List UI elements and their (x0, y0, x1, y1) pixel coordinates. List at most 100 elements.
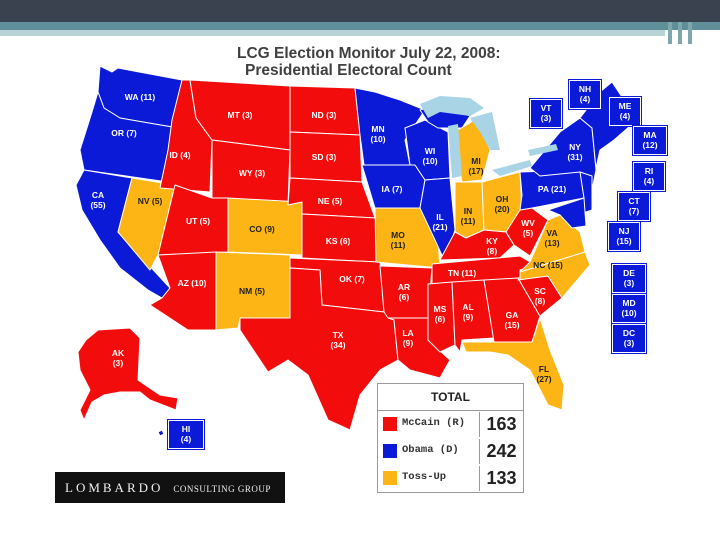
label-wa: WA (11) (125, 92, 156, 102)
legend-swatch-tossup (383, 471, 397, 485)
total-value-mccain: 163 (479, 412, 523, 437)
slide-accent-band (0, 22, 720, 30)
label-ak: AK (3) (112, 348, 125, 368)
callout-md: MD (10) (612, 294, 646, 323)
totals-row-obama: Obama (D) 242 (378, 438, 523, 464)
label-ny: NY (31) (567, 142, 582, 162)
great-lakes (420, 96, 558, 178)
label-va: VA (13) (544, 228, 559, 248)
callout-text: (10) (621, 308, 637, 318)
logo-main-text: LOMBARDO (65, 480, 164, 495)
callout-text: CT (628, 196, 640, 206)
label-oh: OH (20) (494, 194, 509, 214)
callout-vt: VT (3) (530, 99, 562, 128)
label-ky: KY (8) (486, 236, 498, 256)
callout-dc: DC (3) (612, 324, 646, 353)
label-ks: KS (6) (326, 236, 351, 246)
label-mi: MI (17) (468, 156, 483, 176)
callout-nj: NJ (15) (608, 222, 640, 251)
callout-text: (4) (180, 434, 192, 444)
legend-label-obama: Obama (D) (402, 444, 459, 456)
callout-text: NJ (618, 226, 630, 236)
state-ky (439, 229, 515, 261)
label-fl: FL (27) (536, 364, 551, 384)
callout-ri: RI (4) (633, 162, 665, 191)
callout-text: DE (623, 268, 635, 278)
state-hi-1 (157, 429, 165, 437)
state-ak (77, 327, 179, 421)
label-sc: SC (8) (534, 286, 546, 306)
lake-superior (420, 96, 484, 118)
label-id: ID (4) (169, 150, 190, 160)
state-labels: WA (11) OR (7) CA (55) NV (5) ID (4) MT (… (90, 92, 582, 384)
state-tx (239, 267, 399, 431)
state-mo (374, 207, 441, 269)
lake-ontario (528, 144, 558, 156)
slide-accent-tick (668, 22, 672, 44)
lake-erie (492, 160, 532, 176)
state-md-de (547, 197, 587, 229)
label-wv: WV (5) (521, 218, 535, 238)
label-nv: NV (5) (138, 196, 163, 206)
label-il: IL (21) (432, 212, 447, 232)
callout-ct: CT (7) (618, 192, 650, 221)
label-nm: NM (5) (239, 286, 265, 296)
lake-michigan (448, 124, 462, 178)
label-tx: TX (34) (330, 330, 345, 350)
label-ne: NE (5) (318, 196, 343, 206)
label-nc: NC (15) (533, 260, 563, 270)
callout-text: DC (622, 328, 636, 338)
legend-swatch-mccain (383, 417, 397, 431)
callout-text: MD (622, 298, 636, 308)
map-title-line2: Presidential Electoral Count (245, 62, 452, 79)
label-sd: SD (3) (312, 152, 337, 162)
callout-text: (3) (540, 113, 552, 123)
lake-huron (470, 112, 500, 150)
callout-text: ME (618, 101, 632, 111)
label-nd: ND (3) (311, 110, 336, 120)
state-fl (461, 317, 565, 411)
totals-row-mccain: McCain (R) 163 (378, 411, 523, 437)
label-pa: PA (21) (538, 184, 567, 194)
label-az: AZ (10) (178, 278, 207, 288)
label-mn: MN (10) (370, 124, 385, 144)
callout-text: (4) (643, 176, 655, 186)
legend-swatch-obama (383, 444, 397, 458)
callout-ma: MA (12) (633, 126, 667, 155)
label-or: OR (7) (111, 128, 137, 138)
callout-text: (3) (623, 278, 635, 288)
legend-label-tossup: Toss-Up (402, 471, 447, 483)
slide-accent-stripe (0, 30, 665, 36)
state-il (419, 177, 456, 263)
total-value-obama: 242 (479, 439, 523, 464)
state-ms (427, 281, 456, 353)
callout-text: (4) (619, 111, 631, 121)
state-mn (354, 87, 426, 166)
callout-text: NH (578, 84, 592, 94)
label-al: AL (9) (462, 302, 473, 322)
total-value-tossup: 133 (479, 466, 523, 491)
callout-de: DE (3) (612, 264, 646, 293)
callout-text: (3) (623, 338, 635, 348)
label-ar: AR (6) (398, 282, 410, 302)
callout-me: ME (4) (609, 97, 641, 126)
label-tn: TN (11) (448, 268, 477, 278)
state-nc (517, 251, 591, 299)
logo-sub-text: CONSULTING GROUP (173, 484, 271, 494)
label-wi: WI (10) (422, 146, 437, 166)
label-co: CO (9) (249, 224, 275, 234)
map-title-line1: LCG Election Monitor July 22, 2008: (237, 45, 501, 62)
label-la: LA (9) (402, 328, 413, 348)
lombardo-logo: LOMBARDO CONSULTING GROUP (55, 472, 285, 503)
callout-text: VT (540, 103, 552, 113)
label-ms: MS (6) (434, 304, 447, 324)
slide-accent-tick (688, 22, 692, 44)
slide-top-bar (0, 0, 720, 22)
label-mo: MO (11) (391, 230, 406, 250)
callout-text: (15) (616, 236, 632, 246)
slide-accent-tick (678, 22, 682, 44)
label-ga: GA (15) (504, 310, 519, 330)
map-title: LCG Election Monitor July 22, 2008: Pres… (237, 45, 537, 79)
totals-heading: TOTAL (378, 384, 523, 411)
